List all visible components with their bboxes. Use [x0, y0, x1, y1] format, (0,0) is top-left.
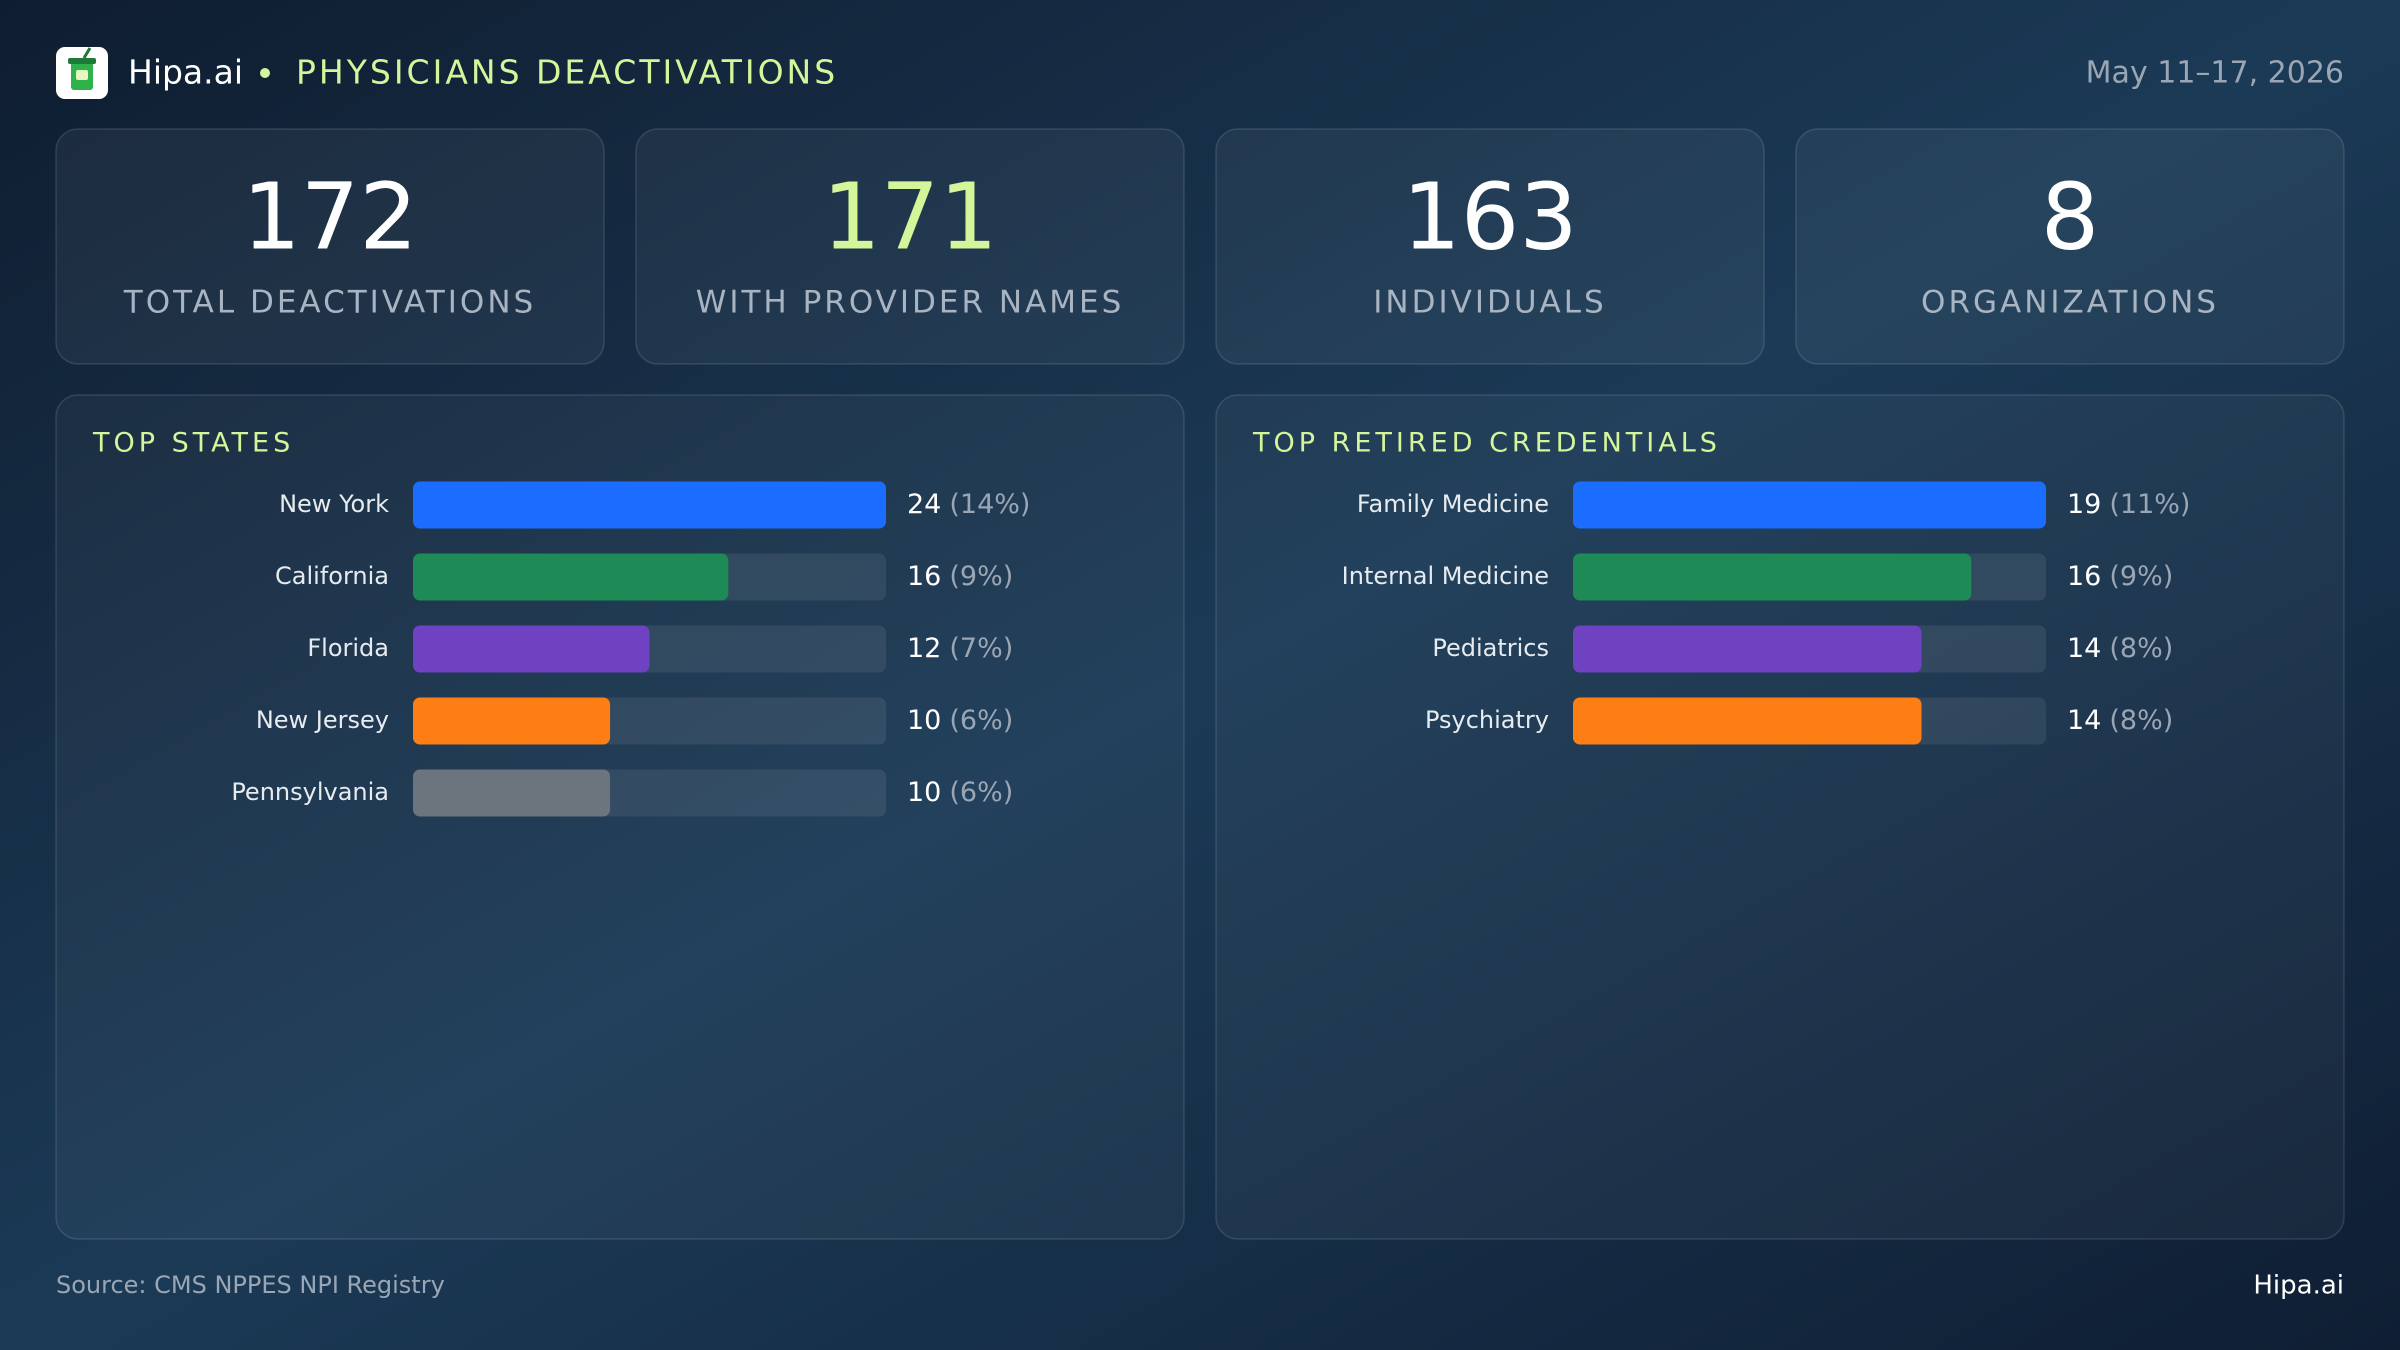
value-number: 24 — [907, 489, 941, 520]
logo — [56, 47, 108, 99]
value-number: 16 — [907, 561, 941, 592]
share-label: (14%) — [949, 489, 1030, 520]
value-label: 24 (14%) — [907, 489, 1030, 520]
bar — [1573, 625, 1922, 673]
share-label: (9%) — [949, 561, 1013, 592]
value-label: 19 (11%) — [2067, 489, 2190, 520]
bar — [413, 481, 886, 529]
value-number: 12 — [907, 633, 941, 664]
share-label: (7%) — [949, 633, 1013, 664]
date-range: May 11–17, 2026 — [2086, 56, 2344, 91]
value-label: 10 (6%) — [907, 777, 1013, 808]
bar — [413, 769, 611, 817]
source-note: Source: CMS NPPES NPI Registry — [56, 1271, 445, 1299]
stat-value: 163 — [1402, 163, 1578, 270]
share-label: (6%) — [949, 705, 1013, 736]
share-label: (8%) — [2109, 705, 2173, 736]
footer-brand: Hipa.ai — [2253, 1271, 2344, 1301]
chart-title: TOP RETIRED CREDENTIALS — [1252, 428, 1721, 459]
value-number: 19 — [2067, 489, 2101, 520]
bar — [1573, 697, 1922, 745]
brand: Hipa.ai — [128, 53, 243, 92]
stat-card — [635, 128, 1185, 365]
category-label: Pennsylvania — [231, 778, 389, 806]
value-number: 16 — [2067, 561, 2101, 592]
chart-title: TOP STATES — [92, 428, 294, 459]
stat-label: TOTAL DEACTIVATIONS — [123, 285, 536, 321]
stat-label: ORGANIZATIONS — [1921, 285, 2219, 321]
value-number: 10 — [907, 777, 941, 808]
value-label: 12 (7%) — [907, 633, 1013, 664]
value-number: 14 — [2067, 633, 2101, 664]
category-label: New York — [279, 490, 389, 518]
category-label: California — [275, 562, 389, 590]
value-number: 10 — [907, 705, 941, 736]
stat-card — [55, 128, 605, 365]
value-label: 16 (9%) — [2067, 561, 2173, 592]
bar — [413, 697, 611, 745]
value-label: 16 (9%) — [907, 561, 1013, 592]
stat-cards: 172 TOTAL DEACTIVATIONS 171 WITH PROVIDER N… — [55, 128, 2345, 365]
stat-value: 8 — [2041, 163, 2100, 270]
value-number: 14 — [2067, 705, 2101, 736]
share-label: (8%) — [2109, 633, 2173, 664]
category-label: Internal Medicine — [1342, 562, 1549, 590]
category-label: Psychiatry — [1425, 706, 1549, 734]
share-label: (6%) — [949, 777, 1013, 808]
share-label: (11%) — [2109, 489, 2190, 520]
category-label: Family Medicine — [1357, 490, 1549, 518]
header-title: PHYSICIANS DEACTIVATIONS — [296, 53, 838, 92]
stat-value: 171 — [822, 163, 998, 270]
chart-panel — [1215, 394, 2345, 1240]
separator-dot — [260, 68, 270, 78]
category-label: Pediatrics — [1432, 634, 1549, 662]
stat-label: INDIVIDUALS — [1373, 285, 1606, 321]
bar — [413, 625, 650, 673]
category-label: Florida — [307, 634, 389, 662]
stat-value: 172 — [242, 163, 418, 270]
chart-panels: TOP STATES New York 24 (14%) California 16 (9%… — [55, 394, 2345, 1240]
value-label: 14 (8%) — [2067, 633, 2173, 664]
bar — [1573, 481, 2046, 529]
bar — [1573, 553, 1972, 601]
chart-panel — [55, 394, 1185, 1240]
value-label: 14 (8%) — [2067, 705, 2173, 736]
stat-label: WITH PROVIDER NAMES — [696, 285, 1125, 321]
category-label: New Jersey — [256, 706, 389, 734]
share-label: (9%) — [2109, 561, 2173, 592]
stat-card — [1795, 128, 2345, 365]
bar — [413, 553, 729, 601]
stat-card — [1215, 128, 1765, 365]
value-label: 10 (6%) — [907, 705, 1013, 736]
